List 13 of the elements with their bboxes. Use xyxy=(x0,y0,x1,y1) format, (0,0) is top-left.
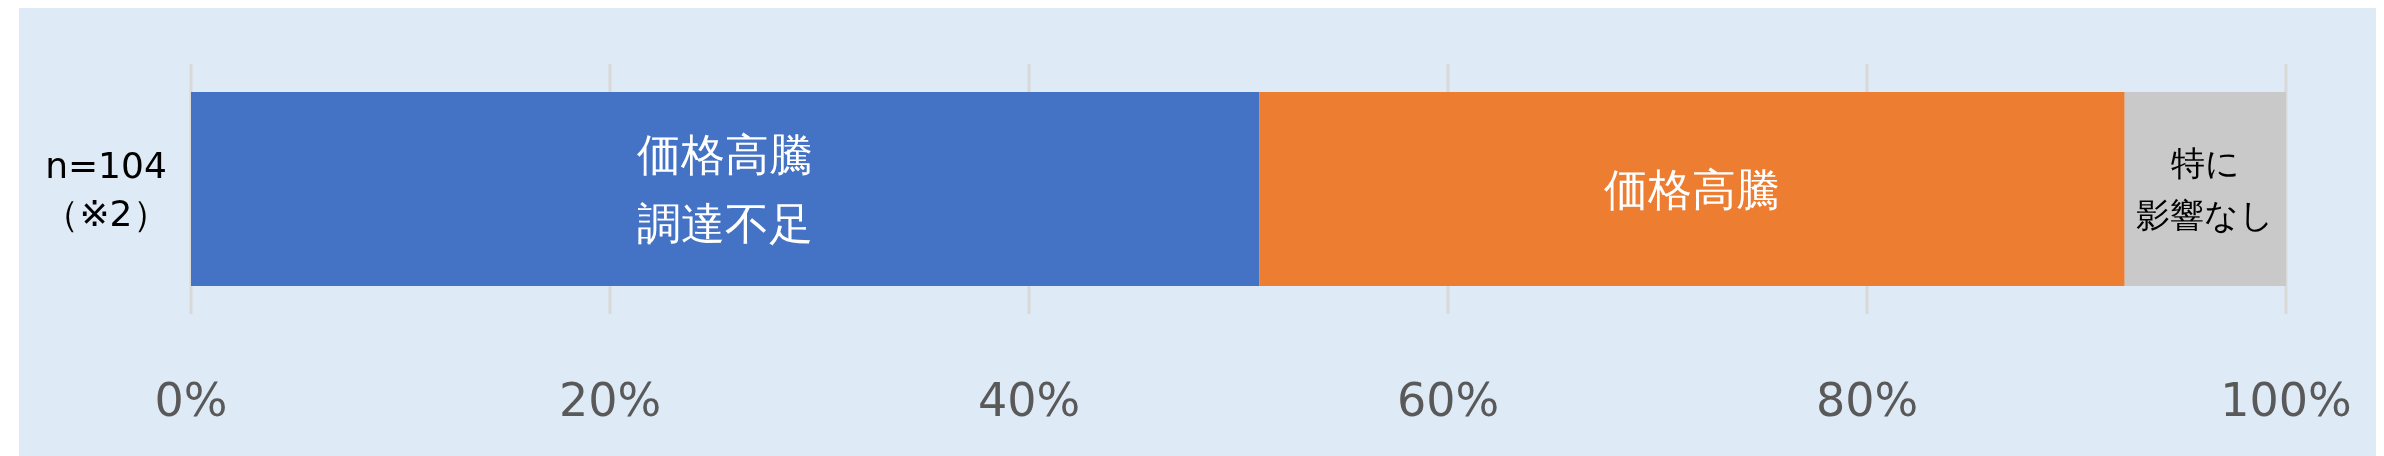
x-tick-label: 80% xyxy=(1815,373,1919,427)
x-tick-label: 60% xyxy=(1396,373,1500,427)
series-label: 価格高騰 xyxy=(1604,163,1781,215)
x-tick-label: 100% xyxy=(2220,373,2352,427)
y-tick-label: n=104 （※2） xyxy=(43,144,169,234)
bar xyxy=(2124,92,2287,286)
x-tick-label: 0% xyxy=(154,373,228,427)
bar xyxy=(191,92,1260,286)
series-label: 価格高騰調達不足 xyxy=(637,129,814,249)
x-tick-label: 40% xyxy=(977,373,1081,427)
x-tick-label: 20% xyxy=(558,373,662,427)
bar xyxy=(1259,92,2125,286)
series-label: 特に影響なし xyxy=(2136,142,2275,236)
